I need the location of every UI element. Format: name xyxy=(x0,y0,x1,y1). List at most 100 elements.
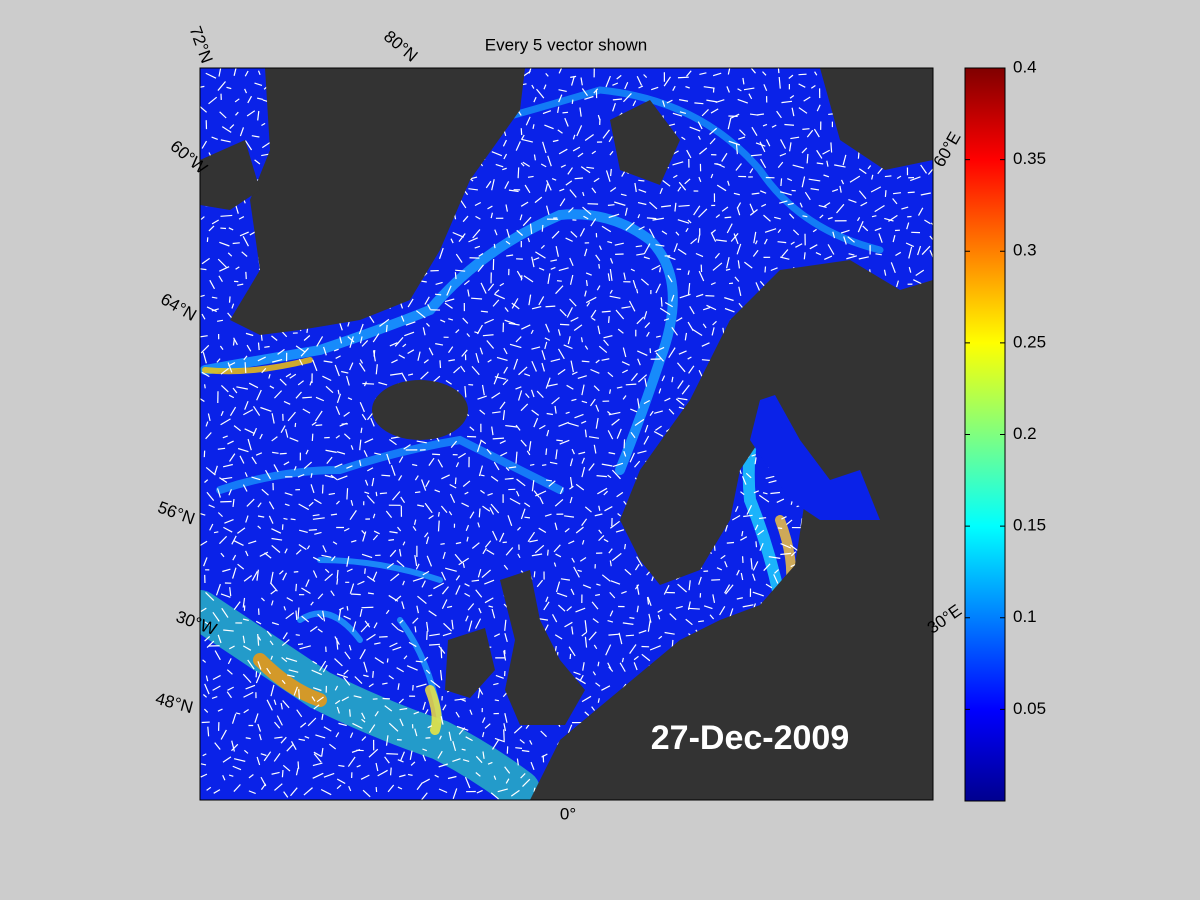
vector xyxy=(379,318,390,327)
vector xyxy=(397,526,402,532)
vector xyxy=(243,691,254,698)
vector xyxy=(204,479,209,483)
vector xyxy=(293,466,297,471)
vector xyxy=(271,771,280,775)
vector xyxy=(254,159,261,165)
vector xyxy=(517,167,520,179)
vector xyxy=(737,98,749,104)
vector xyxy=(736,569,740,576)
vector xyxy=(322,610,326,622)
vector xyxy=(284,492,293,496)
vector xyxy=(721,152,728,162)
vector xyxy=(563,344,573,350)
vector xyxy=(504,477,514,480)
vector xyxy=(831,188,839,193)
vector xyxy=(295,583,298,592)
vector xyxy=(727,68,731,75)
vector xyxy=(281,656,288,663)
vector xyxy=(660,205,672,208)
vector xyxy=(654,410,663,414)
vector xyxy=(363,674,369,678)
vector xyxy=(239,127,245,137)
vector xyxy=(679,111,687,115)
vector xyxy=(543,601,550,611)
vector xyxy=(550,266,556,270)
vector xyxy=(531,409,540,416)
vector xyxy=(597,487,608,495)
vector xyxy=(632,100,637,107)
vector xyxy=(644,322,651,329)
vector xyxy=(271,528,282,534)
vector xyxy=(884,175,892,178)
vector xyxy=(675,398,685,406)
vector xyxy=(638,629,647,634)
vector xyxy=(763,84,768,92)
vector xyxy=(228,394,235,399)
vector xyxy=(624,543,627,550)
vector xyxy=(612,462,624,468)
vector xyxy=(455,575,460,581)
vector xyxy=(421,580,426,588)
vector xyxy=(669,613,677,621)
vector xyxy=(575,483,585,491)
vector xyxy=(206,786,212,791)
vector xyxy=(737,88,742,92)
vector xyxy=(219,111,227,119)
vector xyxy=(511,298,519,309)
vector xyxy=(308,501,314,507)
vector xyxy=(270,684,275,697)
vector xyxy=(533,571,536,578)
vector xyxy=(584,711,590,716)
vector xyxy=(801,176,806,188)
vector xyxy=(752,249,759,257)
vector xyxy=(313,751,322,757)
vector xyxy=(629,452,635,463)
vector xyxy=(693,205,701,216)
vector xyxy=(741,530,744,537)
vector xyxy=(612,82,619,86)
vector xyxy=(896,175,902,180)
vector xyxy=(596,474,607,478)
vector xyxy=(203,557,208,567)
vector xyxy=(541,464,547,466)
vector xyxy=(738,136,746,140)
vector xyxy=(227,686,234,691)
vector xyxy=(310,484,315,494)
vector xyxy=(774,569,779,574)
vector xyxy=(725,268,731,271)
vector xyxy=(541,350,546,361)
vector xyxy=(286,744,294,752)
vector xyxy=(506,228,510,238)
vector xyxy=(361,413,367,421)
vector xyxy=(312,556,321,562)
vector xyxy=(892,198,898,205)
vector xyxy=(283,791,289,798)
vector xyxy=(843,236,847,245)
vector xyxy=(307,717,317,727)
vector xyxy=(780,178,783,187)
vector xyxy=(426,555,433,567)
vector xyxy=(719,605,726,616)
vector xyxy=(349,336,354,348)
vector xyxy=(300,347,309,357)
vector xyxy=(335,406,341,415)
vector xyxy=(609,258,614,264)
vector xyxy=(219,266,230,272)
vector xyxy=(679,293,691,299)
vector xyxy=(315,424,323,427)
vector xyxy=(242,597,246,608)
vector xyxy=(527,531,536,543)
vector xyxy=(689,305,695,315)
vector xyxy=(714,252,720,259)
vector xyxy=(761,203,767,208)
vector xyxy=(233,425,242,432)
vector xyxy=(207,413,211,422)
vector xyxy=(612,98,623,101)
vector xyxy=(710,108,719,114)
vector xyxy=(786,519,793,526)
vector xyxy=(317,593,324,600)
vector xyxy=(438,645,446,654)
vector xyxy=(780,256,790,260)
vector xyxy=(488,605,494,608)
vector xyxy=(287,411,296,422)
